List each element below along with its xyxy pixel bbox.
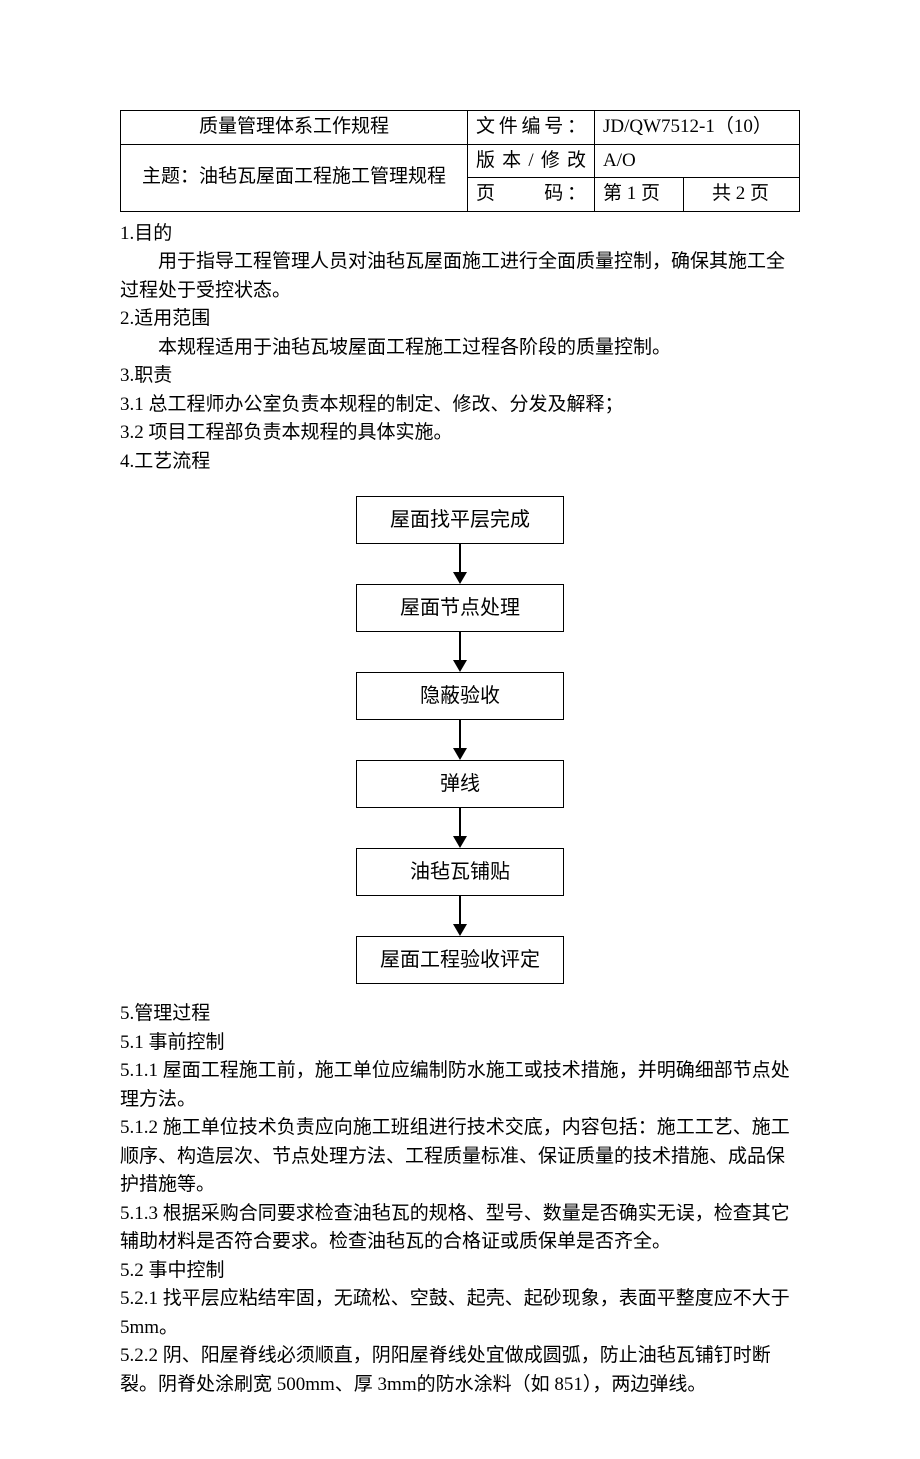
flow-node-5: 屋面工程验收评定 — [356, 936, 564, 984]
section-2-title: 2.适用范围 — [120, 305, 800, 334]
section-5-2-1: 5.2.1 找平层应粘结牢固，无疏松、空鼓、起壳、起砂现象，表面平整度应不大于 … — [120, 1285, 800, 1342]
doc-no-value: JD/QW7512-1（10） — [595, 111, 800, 145]
subject-value: 油毡瓦屋面工程施工管理规程 — [199, 166, 446, 187]
subject-cell: 主题：油毡瓦屋面工程施工管理规程 — [121, 144, 468, 211]
section-5-2-2: 5.2.2 阴、阳屋脊线必须顺直，阴阳屋脊线处宜做成圆弧，防止油毡瓦铺钉时断裂。… — [120, 1342, 800, 1399]
flow-node-1: 屋面节点处理 — [356, 584, 564, 632]
document-page: 质量管理体系工作规程 文件编号： JD/QW7512-1（10） 主题：油毡瓦屋… — [0, 0, 920, 1459]
flow-arrow-icon — [453, 896, 467, 936]
section-1-title: 1.目的 — [120, 220, 800, 249]
flow-arrow-icon — [453, 808, 467, 848]
section-5-1-title: 5.1 事前控制 — [120, 1029, 800, 1058]
flow-node-0: 屋面找平层完成 — [356, 496, 564, 544]
subject-label: 主题： — [142, 166, 199, 187]
section-5-1-3: 5.1.3 根据采购合同要求检查油毡瓦的规格、型号、数量是否确实无误，检查其它辅… — [120, 1200, 800, 1257]
version-value: A/O — [595, 144, 800, 178]
section-1-text-content: 用于指导工程管理人员对油毡瓦屋面施工进行全面质量控制，确保其施工全过程处于受控状… — [120, 251, 785, 301]
section-5-title: 5.管理过程 — [120, 1000, 800, 1029]
page-total: 共 2 页 — [684, 178, 800, 212]
doc-title: 质量管理体系工作规程 — [199, 116, 389, 137]
flow-node-4: 油毡瓦铺贴 — [356, 848, 564, 896]
flow-arrow-icon — [453, 544, 467, 584]
section-5-1-2: 5.1.2 施工单位技术负责应向施工班组进行技术交底，内容包括：施工工艺、施工顺… — [120, 1114, 800, 1200]
section-4-title: 4.工艺流程 — [120, 448, 800, 477]
page-current: 第 1 页 — [595, 178, 684, 212]
flow-node-3: 弹线 — [356, 760, 564, 808]
page-label: 页 码： — [468, 178, 595, 212]
version-label: 版本/修改 — [468, 144, 595, 178]
section-3-1: 3.1 总工程师办公室负责本规程的制定、修改、分发及解释； — [120, 391, 800, 420]
flowchart: 屋面找平层完成 屋面节点处理 隐蔽验收 弹线 油毡瓦铺贴 屋面工程验收评定 — [120, 496, 800, 984]
section-3-title: 3.职责 — [120, 362, 800, 391]
section-5-1-1: 5.1.1 屋面工程施工前，施工单位应编制防水施工或技术措施，并明确细部节点处理… — [120, 1057, 800, 1114]
section-2-text: 本规程适用于油毡瓦坡屋面工程施工过程各阶段的质量控制。 — [120, 334, 800, 363]
flow-node-2: 隐蔽验收 — [356, 672, 564, 720]
flow-arrow-icon — [453, 720, 467, 760]
flow-arrow-icon — [453, 632, 467, 672]
doc-no-label: 文件编号： — [468, 111, 595, 145]
header-table: 质量管理体系工作规程 文件编号： JD/QW7512-1（10） 主题：油毡瓦屋… — [120, 110, 800, 212]
doc-title-cell: 质量管理体系工作规程 — [121, 111, 468, 145]
section-5-2-title: 5.2 事中控制 — [120, 1257, 800, 1286]
section-3-2: 3.2 项目工程部负责本规程的具体实施。 — [120, 419, 800, 448]
section-1-text: 用于指导工程管理人员对油毡瓦屋面施工进行全面质量控制，确保其施工全过程处于受控状… — [120, 248, 800, 305]
